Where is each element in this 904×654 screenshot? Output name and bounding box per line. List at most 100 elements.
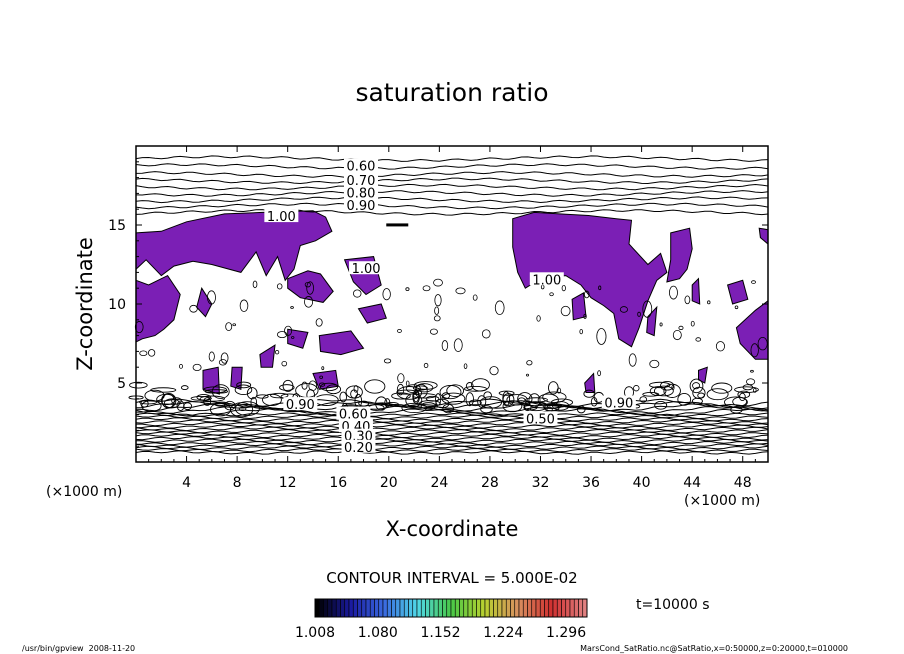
colorbar-frame <box>314 598 588 618</box>
contour-eddy <box>506 394 528 406</box>
contour-small-cell <box>678 325 684 331</box>
contour-small-cell <box>441 340 449 351</box>
contour-eddy <box>465 392 474 407</box>
contour-label: 0.50 <box>526 412 555 427</box>
contour-small-cell <box>252 280 258 289</box>
contour-label-bg <box>341 428 376 442</box>
contour-eddy <box>250 396 258 408</box>
contour-small-cell <box>396 383 405 396</box>
contour-small-cell <box>684 295 691 305</box>
contour-small-cell <box>290 306 294 309</box>
colorbar-cell <box>386 598 392 618</box>
footer-right: MarsCond_SatRatio.nc@SatRatio,x=0:50000,… <box>580 644 848 653</box>
colorbar-cell <box>535 598 541 618</box>
supersaturated-region <box>135 210 333 282</box>
contour-small-cell <box>148 349 156 357</box>
colorbar-cell <box>510 598 516 618</box>
contour-line-lower <box>135 414 769 420</box>
contour-interval-text: CONTOUR INTERVAL = 5.000E-02 <box>326 569 577 587</box>
plot-area: 0.600.700.800.901.001.001.000.900.600.40… <box>108 145 769 491</box>
colorbar-cell <box>522 598 528 618</box>
colorbar-cell <box>344 598 350 618</box>
x-tick-label: 36 <box>582 475 600 491</box>
contour-eddy <box>319 382 339 392</box>
contour-small-cell <box>668 285 678 300</box>
contour-line-lower <box>135 436 769 441</box>
contour-small-cell <box>308 380 318 392</box>
contour-small-cell <box>220 352 229 364</box>
contour-eddy <box>517 392 533 406</box>
supersaturated-region <box>135 274 181 343</box>
contour-small-cell <box>556 387 562 394</box>
contour-line-lower <box>135 443 769 448</box>
contour-line-lower <box>135 440 769 446</box>
contour-label-bg <box>601 395 636 409</box>
contour-eddy <box>480 405 493 414</box>
contour-eddy <box>234 384 253 396</box>
contour-small-cell <box>434 294 442 307</box>
contour-line-upper <box>135 171 769 178</box>
contour-small-cell <box>284 325 293 336</box>
contour-line-lower <box>135 431 769 436</box>
contour-small-cell <box>178 363 183 369</box>
contour-small-cell <box>206 290 216 305</box>
colorbar-tick-label: 1.008 <box>295 625 335 641</box>
contour-eddy <box>425 395 440 402</box>
colorbar-cell <box>467 598 473 618</box>
colorbar-cell <box>561 598 567 618</box>
contour-eddy <box>654 401 668 410</box>
contour-line-lower <box>135 408 769 417</box>
colorbar <box>314 598 588 618</box>
contour-eddy <box>463 386 487 392</box>
contour-eddy <box>339 391 347 403</box>
supersaturated-region <box>230 366 243 390</box>
contour-eddy <box>384 402 399 407</box>
contour-small-cell <box>423 362 429 369</box>
contour-small-cell <box>750 343 759 358</box>
contour-line-upper <box>135 163 769 170</box>
colorbar-tick-label: 1.080 <box>358 625 398 641</box>
contour-small-cell <box>192 363 202 372</box>
contour-small-cell <box>304 296 314 308</box>
contour-small-cell <box>429 328 438 335</box>
x-tick-label: 40 <box>633 475 651 491</box>
contour-small-cell <box>208 351 215 362</box>
contour-small-cell <box>463 363 468 369</box>
contour-small-cell <box>291 336 295 339</box>
contour-small-cell <box>315 318 323 327</box>
contour-eddy <box>724 396 748 408</box>
contour-label: 0.90 <box>347 199 376 214</box>
contour-eddy <box>129 381 148 389</box>
contour-eddy <box>401 402 428 414</box>
contour-lines <box>128 155 769 455</box>
contour-eddy <box>523 401 548 412</box>
contour-eddy <box>150 387 177 393</box>
colorbar-cell <box>433 598 439 618</box>
contour-small-cell <box>597 370 602 377</box>
colorbar-cell <box>420 598 426 618</box>
y-unit-label: (×1000 m) <box>46 484 122 500</box>
contour-small-cell <box>583 313 587 319</box>
colorbar-cell <box>488 598 494 618</box>
colorbar-cell <box>331 598 337 618</box>
contour-eddy <box>583 389 595 398</box>
colorbar-cell <box>565 598 571 618</box>
contour-small-cell <box>319 375 324 379</box>
contour-small-cell <box>752 387 757 393</box>
colorbar-cell <box>484 598 490 618</box>
colorbar-cell <box>425 598 431 618</box>
contour-eddy <box>742 384 754 391</box>
colorbar-cell <box>480 598 486 618</box>
contour-small-cell <box>494 300 505 315</box>
contour-label: 0.60 <box>347 160 376 175</box>
contour-small-cell <box>579 328 584 335</box>
contour-small-cell <box>405 380 410 387</box>
contour-small-cell <box>472 294 478 301</box>
contour-eddy <box>204 389 229 394</box>
contour-eddy <box>639 396 648 403</box>
y-axis-label: Z-coordinate <box>73 237 97 371</box>
contour-eddy <box>435 398 450 409</box>
contour-eddy <box>590 396 598 407</box>
contour-line-upper <box>135 183 769 191</box>
